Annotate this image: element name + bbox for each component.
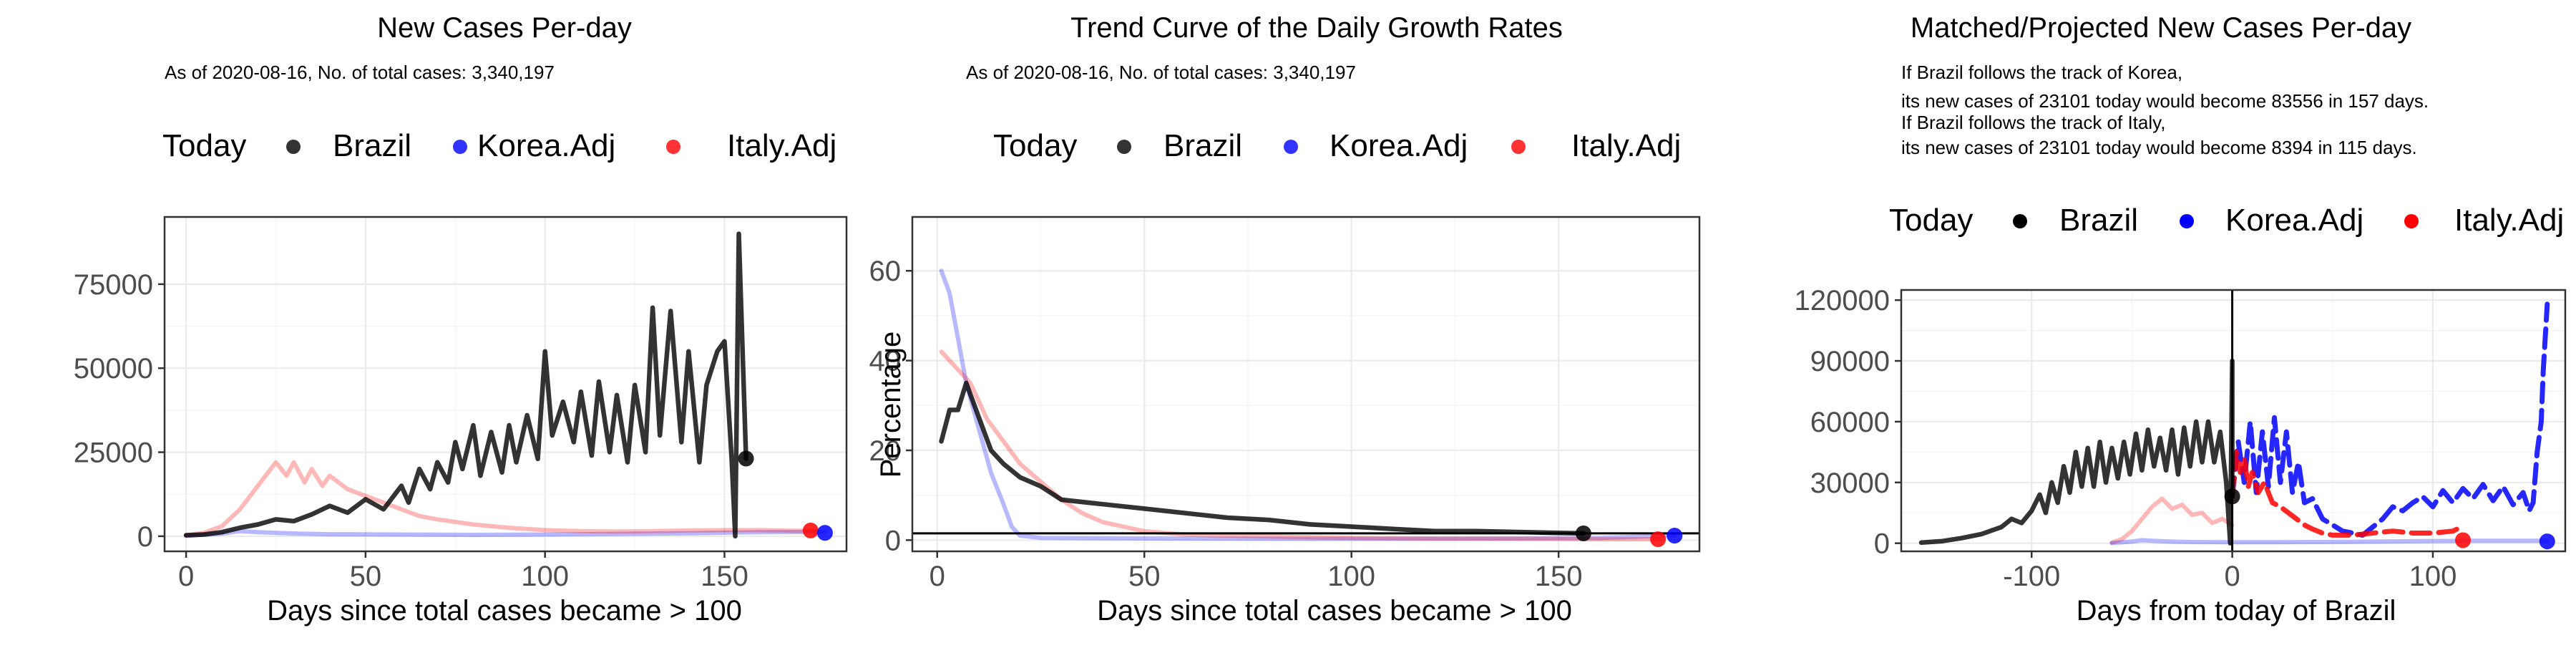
today-point-korea	[1667, 528, 1683, 544]
series-line-korea	[2109, 538, 2550, 546]
legend-marker-brazil	[1117, 140, 1131, 154]
plot-area: 0 50 100 150 0 25000 50000 75000	[74, 216, 848, 592]
today-point-brazil	[1575, 525, 1591, 541]
y-tick-label: 75000	[74, 269, 153, 301]
legend-label-brazil: Brazil	[333, 128, 411, 163]
y-tick-label: 25000	[74, 437, 153, 469]
series-line-italy	[2230, 449, 2466, 538]
legend-label-korea: Korea.Adj	[2225, 203, 2363, 238]
legend-marker-brazil	[286, 140, 301, 154]
legend: Today Brazil Korea.Adj Italy.Adj	[162, 128, 836, 163]
y-axis-title: Percentage	[875, 332, 907, 478]
series-line-korea	[2230, 301, 2550, 538]
x-axis-title: Days since total cases became > 100	[267, 595, 742, 627]
x-axis-title: Days from today of Brazil	[2077, 595, 2396, 627]
y-tick-label: 0	[1874, 528, 1890, 560]
legend: Today Brazil Korea.Adj Italy.Adj	[1889, 203, 2564, 238]
y-tick-label: 50000	[74, 353, 153, 385]
subtitle-line: If Brazil follows the track of Korea,	[1901, 62, 2182, 83]
legend-marker-korea	[2180, 214, 2194, 228]
x-tick-label: 0	[930, 561, 945, 592]
y-tick-label: 90000	[1810, 346, 1890, 377]
chart-subtitle: As of 2020-08-16, No. of total cases: 3,…	[165, 62, 555, 83]
x-tick-label: 100	[521, 561, 569, 592]
legend-marker-korea	[1284, 140, 1298, 154]
chart-title: New Cases Per-day	[377, 12, 632, 44]
series-line-italy	[939, 349, 1661, 542]
y-tick-label: 60	[869, 256, 902, 287]
today-point-korea	[816, 525, 833, 541]
x-tick-label: 0	[2224, 561, 2240, 592]
legend-title: Today	[1889, 203, 1973, 238]
legend-label-korea: Korea.Adj	[477, 128, 615, 163]
series-group	[939, 269, 1677, 542]
legend-marker-italy	[1511, 140, 1526, 154]
subtitle-line: its new cases of 23101 today would becom…	[1901, 90, 2429, 112]
plot-frame	[163, 216, 848, 553]
series-line-brazil	[939, 380, 1586, 536]
y-tick-label: 0	[137, 521, 153, 553]
series-group	[1918, 301, 2550, 546]
today-point-italy	[802, 522, 819, 538]
panel-new-cases: New Cases Per-day As of 2020-08-16, No. …	[74, 12, 848, 627]
x-tick-label: 100	[1327, 561, 1375, 592]
plot-area: 0 50 100 150 0 20 40 60	[869, 216, 1701, 592]
legend-label-italy: Italy.Adj	[727, 128, 836, 163]
x-tick-label: 50	[1128, 561, 1161, 592]
legend-marker-brazil	[2013, 214, 2027, 228]
legend-marker-korea	[453, 140, 467, 154]
series-line-brazil	[1918, 358, 2235, 546]
chart-title: Trend Curve of the Daily Growth Rates	[1070, 12, 1563, 44]
x-tick-label: 100	[2409, 561, 2457, 592]
today-point-brazil	[2224, 488, 2240, 505]
today-point-korea	[2539, 533, 2555, 550]
legend-label-italy: Italy.Adj	[1571, 128, 1681, 163]
today-point-italy	[2455, 532, 2472, 548]
panel-growth-rates: Trend Curve of the Daily Growth Rates As…	[869, 12, 1701, 627]
y-tick-label: 20	[869, 435, 902, 467]
legend-title: Today	[993, 128, 1077, 163]
y-tick-label: 0	[885, 525, 901, 556]
plot-frame	[911, 216, 1701, 553]
chart-title: Matched/Projected New Cases Per-day	[1911, 12, 2411, 44]
legend: Today Brazil Korea.Adj Italy.Adj	[993, 128, 1681, 163]
x-tick-label: -100	[2003, 561, 2060, 592]
series-line-italy	[2109, 496, 2235, 545]
y-tick-label: 120000	[1795, 285, 1890, 316]
y-tick-label: 60000	[1810, 407, 1890, 438]
y-tick-label: 30000	[1810, 468, 1890, 499]
y-tick-label: 40	[869, 346, 902, 377]
today-point-italy	[1650, 531, 1667, 548]
legend-label-brazil: Brazil	[1163, 128, 1242, 163]
x-tick-label: 50	[350, 561, 382, 592]
chart-subtitle: As of 2020-08-16, No. of total cases: 3,…	[966, 62, 1356, 83]
series-line-italy	[184, 460, 816, 538]
legend-label-italy: Italy.Adj	[2454, 203, 2564, 238]
plot-frame	[1900, 289, 2567, 553]
x-tick-label: 150	[701, 561, 748, 592]
x-tick-label: 150	[1535, 561, 1583, 592]
legend-marker-italy	[2404, 214, 2419, 228]
legend-label-korea: Korea.Adj	[1330, 128, 1468, 163]
legend-marker-italy	[666, 140, 680, 154]
x-tick-label: 0	[178, 561, 194, 592]
today-point-brazil	[738, 450, 754, 467]
x-axis-title: Days since total cases became > 100	[1097, 595, 1572, 627]
series-line-korea	[184, 528, 827, 538]
chart-subtitle: If Brazil follows the track of Korea, it…	[1901, 62, 2429, 158]
series-line-korea	[939, 269, 1677, 541]
legend-title: Today	[162, 128, 246, 163]
series-line-brazil	[183, 231, 748, 539]
subtitle-line: If Brazil follows the track of Italy,	[1901, 112, 2165, 133]
legend-label-brazil: Brazil	[2059, 203, 2138, 238]
plot-area: -100 0 100 0 30000 60000 90000 120000	[1795, 285, 2567, 592]
subtitle-line: its new cases of 23101 today would becom…	[1901, 137, 2417, 158]
series-group	[183, 231, 827, 539]
panel-projected-cases: Matched/Projected New Cases Per-day If B…	[1795, 12, 2567, 627]
